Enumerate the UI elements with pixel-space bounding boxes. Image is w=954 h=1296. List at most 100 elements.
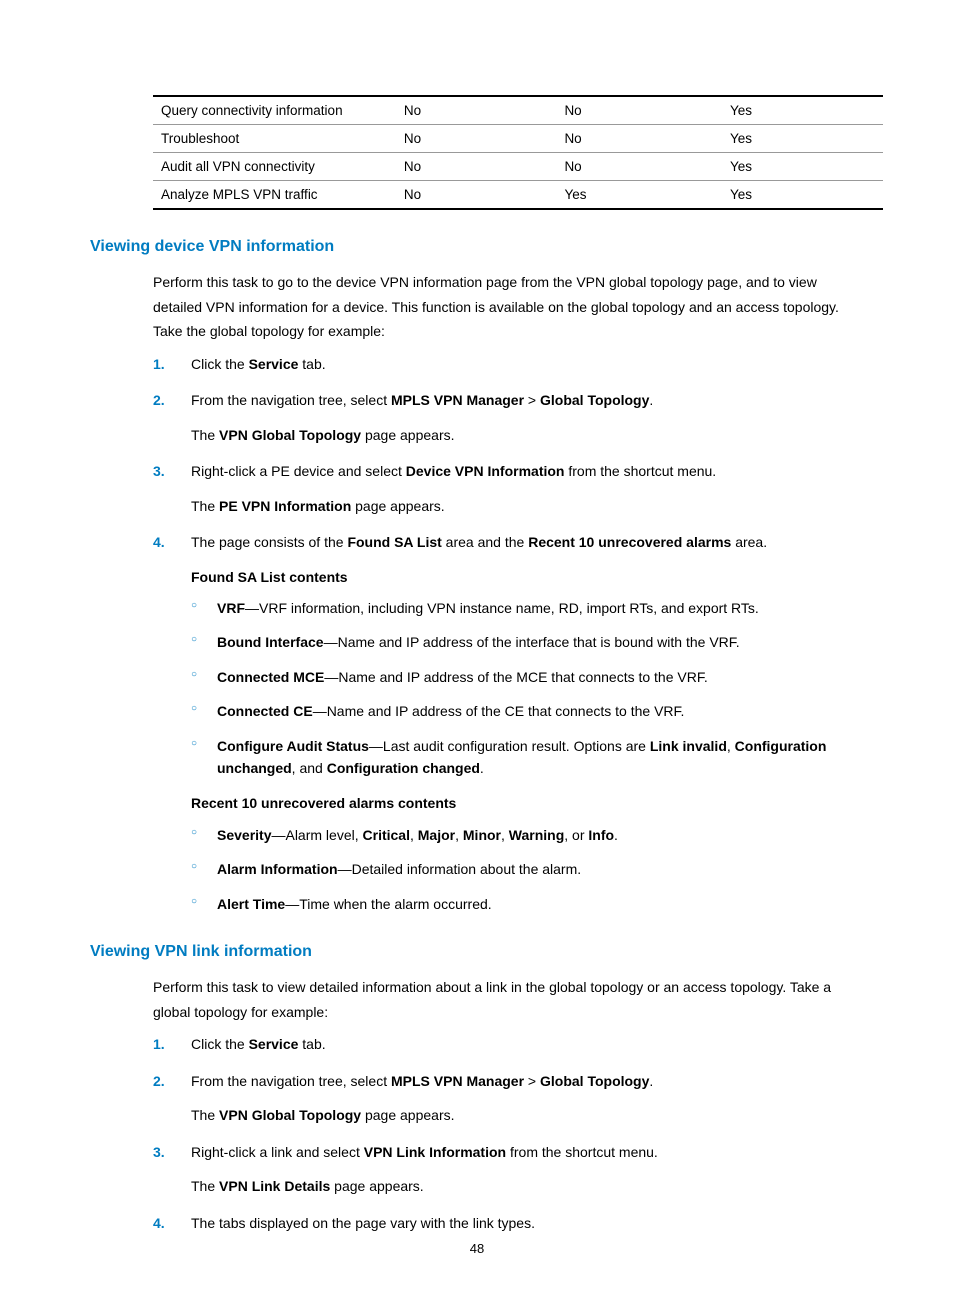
- text: Right-click a PE device and select: [191, 463, 406, 479]
- text: ,: [727, 738, 735, 754]
- bold-text: Configuration changed: [327, 760, 480, 776]
- text: page appears.: [361, 1107, 454, 1123]
- bold-text: VPN Global Topology: [219, 427, 361, 443]
- bold-text: Global Topology: [540, 1073, 649, 1089]
- cell: No: [556, 125, 722, 153]
- bold-text: VPN Global Topology: [219, 1107, 361, 1123]
- intro-paragraph: Perform this task to go to the device VP…: [153, 270, 864, 344]
- table-row: Analyze MPLS VPN traffic No Yes Yes: [153, 181, 883, 210]
- bold-text: MPLS VPN Manager: [391, 1073, 524, 1089]
- cell: No: [556, 153, 722, 181]
- text: ,: [455, 827, 463, 843]
- text: —Name and IP address of the MCE that con…: [324, 669, 707, 685]
- text: area and the: [442, 534, 528, 550]
- text: The tabs displayed on the page vary with…: [191, 1215, 535, 1231]
- recent-alarms-list: Severity—Alarm level, Critical, Major, M…: [191, 824, 864, 915]
- text: from the shortcut menu.: [564, 463, 716, 479]
- cell: No: [396, 153, 557, 181]
- sub-text: The VPN Global Topology page appears.: [191, 423, 864, 448]
- cell: Query connectivity information: [153, 96, 396, 125]
- text: , or: [564, 827, 588, 843]
- text: from the shortcut menu.: [506, 1144, 658, 1160]
- section-heading-device-vpn: Viewing device VPN information: [90, 238, 864, 256]
- bold-text: VRF: [217, 600, 245, 616]
- cell: Yes: [722, 181, 883, 210]
- text: area.: [731, 534, 767, 550]
- bold-text: MPLS VPN Manager: [391, 392, 524, 408]
- cell: Yes: [722, 96, 883, 125]
- step-4: The page consists of the Found SA List a…: [153, 530, 864, 915]
- steps-list: Click the Service tab. From the navigati…: [153, 1032, 864, 1235]
- text: —Detailed information about the alarm.: [338, 861, 582, 877]
- feature-table: Query connectivity information No No Yes…: [153, 95, 883, 210]
- text: —Alarm level,: [271, 827, 362, 843]
- cell: Troubleshoot: [153, 125, 396, 153]
- bold-text: VPN Link Information: [364, 1144, 506, 1160]
- bold-text: Bound Interface: [217, 634, 324, 650]
- cell: Yes: [556, 181, 722, 210]
- step-1: Click the Service tab.: [153, 1032, 864, 1057]
- text: .: [614, 827, 618, 843]
- cell: No: [396, 125, 557, 153]
- sub-text: The PE VPN Information page appears.: [191, 494, 864, 519]
- list-item: VRF—VRF information, including VPN insta…: [191, 597, 864, 619]
- text: —Last audit configuration result. Option…: [369, 738, 650, 754]
- bold-text: Info: [588, 827, 614, 843]
- text: tab.: [298, 1036, 325, 1052]
- bold-text: Found SA List: [347, 534, 441, 550]
- list-item: Connected CE—Name and IP address of the …: [191, 700, 864, 722]
- text: The: [191, 498, 219, 514]
- text: From the navigation tree, select: [191, 392, 391, 408]
- bold-text: Alarm Information: [217, 861, 338, 877]
- list-item: Configure Audit Status—Last audit config…: [191, 735, 864, 780]
- bold-text: Connected MCE: [217, 669, 324, 685]
- cell: Yes: [722, 153, 883, 181]
- text: —Time when the alarm occurred.: [285, 896, 491, 912]
- cell: Analyze MPLS VPN traffic: [153, 181, 396, 210]
- list-item: Severity—Alarm level, Critical, Major, M…: [191, 824, 864, 846]
- text: >: [524, 392, 540, 408]
- found-sa-list: VRF—VRF information, including VPN insta…: [191, 597, 864, 779]
- bold-text: Service: [249, 1036, 299, 1052]
- sub-text: The VPN Link Details page appears.: [191, 1174, 864, 1199]
- text: tab.: [298, 356, 325, 372]
- text: Right-click a link and select: [191, 1144, 364, 1160]
- bold-text: Device VPN Information: [406, 463, 565, 479]
- text: —Name and IP address of the CE that conn…: [313, 703, 685, 719]
- list-item: Alert Time—Time when the alarm occurred.: [191, 893, 864, 915]
- step-3: Right-click a link and select VPN Link I…: [153, 1140, 864, 1199]
- step-3: Right-click a PE device and select Devic…: [153, 459, 864, 518]
- table-row: Troubleshoot No No Yes: [153, 125, 883, 153]
- cell: No: [556, 96, 722, 125]
- bold-text: Connected CE: [217, 703, 313, 719]
- cell: Yes: [722, 125, 883, 153]
- text: .: [649, 392, 653, 408]
- text: page appears.: [361, 427, 454, 443]
- bold-text: Alert Time: [217, 896, 285, 912]
- bold-text: Global Topology: [540, 392, 649, 408]
- text: The: [191, 1107, 219, 1123]
- bold-text: Severity: [217, 827, 271, 843]
- bold-text: Warning: [509, 827, 564, 843]
- text: .: [480, 760, 484, 776]
- page-number: 48: [0, 1241, 954, 1256]
- text: .: [649, 1073, 653, 1089]
- text: —Name and IP address of the interface th…: [324, 634, 740, 650]
- steps-list: Click the Service tab. From the navigati…: [153, 352, 864, 916]
- cell: No: [396, 96, 557, 125]
- step-1: Click the Service tab.: [153, 352, 864, 377]
- recent-alarms-heading: Recent 10 unrecovered alarms contents: [191, 791, 864, 816]
- bold-text: PE VPN Information: [219, 498, 351, 514]
- cell: No: [396, 181, 557, 210]
- text: The: [191, 427, 219, 443]
- table-row: Query connectivity information No No Yes: [153, 96, 883, 125]
- list-item: Bound Interface—Name and IP address of t…: [191, 631, 864, 653]
- bold-text: Configure Audit Status: [217, 738, 369, 754]
- list-item: Connected MCE—Name and IP address of the…: [191, 666, 864, 688]
- text: From the navigation tree, select: [191, 1073, 391, 1089]
- bold-text: Critical: [363, 827, 410, 843]
- text: ,: [410, 827, 418, 843]
- found-sa-heading: Found SA List contents: [191, 565, 864, 590]
- cell: Audit all VPN connectivity: [153, 153, 396, 181]
- text: Click the: [191, 356, 249, 372]
